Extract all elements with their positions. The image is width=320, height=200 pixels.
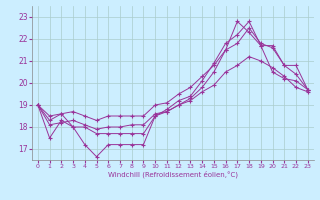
X-axis label: Windchill (Refroidissement éolien,°C): Windchill (Refroidissement éolien,°C) (108, 171, 238, 178)
